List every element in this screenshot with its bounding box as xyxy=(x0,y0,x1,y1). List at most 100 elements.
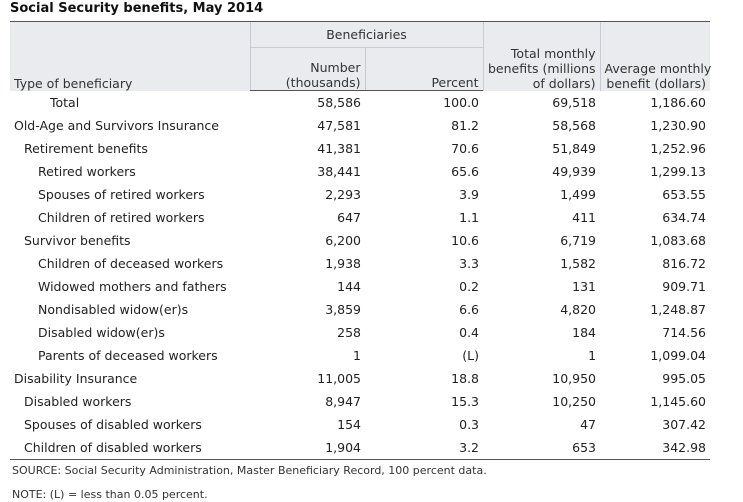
average-benefit-cell: 1,248.87 xyxy=(650,302,707,317)
row-label: Total xyxy=(50,94,80,110)
average-monthly-line1: Average monthly xyxy=(604,60,712,76)
average-benefit-cell: 653.55 xyxy=(662,187,707,202)
percent-cell: 0.3 xyxy=(459,417,480,432)
percent-cell: (L) xyxy=(462,348,480,363)
total-monthly-cell: 184 xyxy=(572,325,597,340)
number-cell: 154 xyxy=(337,417,361,432)
row-label: Spouses of disabled workers xyxy=(24,417,202,432)
average-monthly-benefit-header: Average monthly benefit (dollars) xyxy=(599,21,712,91)
table-row: Retirement benefits 41,381 70.6 51,849 1… xyxy=(10,137,710,160)
percent-cell: 6.6 xyxy=(459,302,480,317)
table-row: Nondisabled widow(er)s 3,859 6.6 4,820 1… xyxy=(10,298,710,321)
row-label: Retired workers xyxy=(38,164,136,179)
beneficiaries-header: Beneficiaries xyxy=(249,21,484,48)
table-row: Spouses of retired workers 2,293 3.9 1,4… xyxy=(10,183,710,206)
average-benefit-cell: 634.74 xyxy=(662,210,707,225)
number-header: Number (thousands) xyxy=(249,47,365,91)
average-benefit-cell: 995.05 xyxy=(662,371,707,386)
percent-cell: 18.8 xyxy=(451,371,480,386)
average-benefit-cell: 1,230.90 xyxy=(650,118,707,133)
total-monthly-cell: 4,820 xyxy=(560,302,597,317)
table-row: Widowed mothers and fathers 144 0.2 131 … xyxy=(10,275,710,298)
table-row: Disabled widow(er)s 258 0.4 184 714.56 xyxy=(10,321,710,344)
percent-cell: 3.9 xyxy=(459,187,480,202)
total-monthly-cell: 6,719 xyxy=(560,233,597,248)
page-title: Social Security benefits, May 2014 xyxy=(10,1,264,16)
row-label: Disabled workers xyxy=(24,394,132,409)
total-monthly-cell: 1 xyxy=(588,348,597,363)
percent-cell: 3.3 xyxy=(459,256,480,271)
percent-header: Percent xyxy=(364,47,484,91)
row-label: Nondisabled widow(er)s xyxy=(38,302,189,317)
number-cell: 58,586 xyxy=(317,95,361,110)
average-benefit-cell: 1,083.68 xyxy=(650,233,707,248)
table-row: Retired workers 38,441 65.6 49,939 1,299… xyxy=(10,160,710,183)
percent-cell: 70.6 xyxy=(451,141,480,156)
row-label: Old-Age and Survivors Insurance xyxy=(14,118,219,133)
total-monthly-cell: 10,250 xyxy=(552,394,597,409)
total-monthly-cell: 47 xyxy=(580,417,597,432)
table-row: Children of disabled workers 1,904 3.2 6… xyxy=(10,436,711,460)
average-benefit-cell: 816.72 xyxy=(662,256,707,271)
number-cell: 2,293 xyxy=(325,187,361,202)
row-label: Disabled widow(er)s xyxy=(38,325,165,340)
row-label: Children of disabled workers xyxy=(10,436,250,460)
footnote: NOTE: (L) = less than 0.05 percent. xyxy=(12,488,208,501)
percent-cell: 10.6 xyxy=(451,233,480,248)
number-cell: 647 xyxy=(337,210,361,225)
total-monthly-cell: 1,499 xyxy=(560,187,597,202)
source-note: SOURCE: Social Security Administration, … xyxy=(12,464,487,477)
average-benefit-cell: 1,145.60 xyxy=(650,394,707,409)
number-cell: 41,381 xyxy=(317,141,361,156)
number-cell: 1,938 xyxy=(325,256,361,271)
total-monthly-cell: 1,582 xyxy=(560,256,597,271)
table-row: Spouses of disabled workers 154 0.3 47 3… xyxy=(10,413,710,436)
number-cell: 11,005 xyxy=(317,371,361,386)
average-benefit-cell: 307.42 xyxy=(662,417,707,432)
table-row: Survivor benefits 6,200 10.6 6,719 1,083… xyxy=(10,229,710,252)
number-cell: 47,581 xyxy=(317,118,361,133)
total-monthly-cell: 58,568 xyxy=(552,118,597,133)
average-monthly-line2: benefit (dollars) xyxy=(606,75,707,91)
table-row: Parents of deceased workers 1 (L) 1 1,09… xyxy=(10,344,710,367)
row-label: Children of deceased workers xyxy=(38,256,224,271)
number-cell: 1 xyxy=(353,348,361,363)
total-monthly-cell: 131 xyxy=(572,279,597,294)
total-monthly-cell: 411 xyxy=(572,210,597,225)
row-label: Survivor benefits xyxy=(24,233,131,248)
total-monthly-cell: 49,939 xyxy=(552,164,597,179)
percent-cell: 1.1 xyxy=(459,210,480,225)
number-cell: 3,859 xyxy=(325,302,361,317)
row-label: Retirement benefits xyxy=(24,141,148,156)
row-label: Widowed mothers and fathers xyxy=(38,279,227,294)
average-benefit-cell: 1,186.60 xyxy=(650,94,707,110)
total-monthly-benefits-header: Total monthly benefits (millions of doll… xyxy=(482,21,601,91)
number-cell: 38,441 xyxy=(317,164,361,179)
table-row: Disability Insurance 11,005 18.8 10,950 … xyxy=(10,367,710,390)
percent-cell: 65.6 xyxy=(451,164,480,179)
average-benefit-cell: 909.71 xyxy=(662,279,707,294)
average-benefit-cell: 1,099.04 xyxy=(650,348,707,363)
benefits-table: Type of beneficiary Beneficiaries Total … xyxy=(10,21,712,460)
percent-cell: 0.4 xyxy=(459,325,480,340)
total-monthly-line2: benefits (millions xyxy=(487,60,596,76)
percent-cell: 0.2 xyxy=(459,279,480,294)
row-label: Parents of deceased workers xyxy=(38,348,218,363)
row-label: Disability Insurance xyxy=(14,371,138,386)
total-monthly-cell: 10,950 xyxy=(552,371,597,386)
number-line1: Number xyxy=(310,60,361,75)
number-cell: 258 xyxy=(337,325,361,340)
row-label: Spouses of retired workers xyxy=(38,187,205,202)
number-cell: 144 xyxy=(337,279,361,294)
table-row: Disabled workers 8,947 15.3 10,250 1,145… xyxy=(10,390,710,413)
total-monthly-line3: of dollars) xyxy=(532,75,596,91)
total-monthly-line1: Total monthly xyxy=(510,45,596,61)
average-benefit-cell: 1,252.96 xyxy=(650,141,707,156)
percent-cell: 3.2 xyxy=(365,436,484,460)
average-benefit-cell: 1,299.13 xyxy=(650,164,707,179)
total-monthly-cell: 69,518 xyxy=(552,94,597,110)
number-line2: (thousands) xyxy=(285,75,361,90)
table-row: Children of retired workers 647 1.1 411 … xyxy=(10,206,710,229)
table-row: Total 58,586 100.0 69,518 1,186.60 xyxy=(10,91,710,115)
percent-cell: 15.3 xyxy=(451,394,480,409)
